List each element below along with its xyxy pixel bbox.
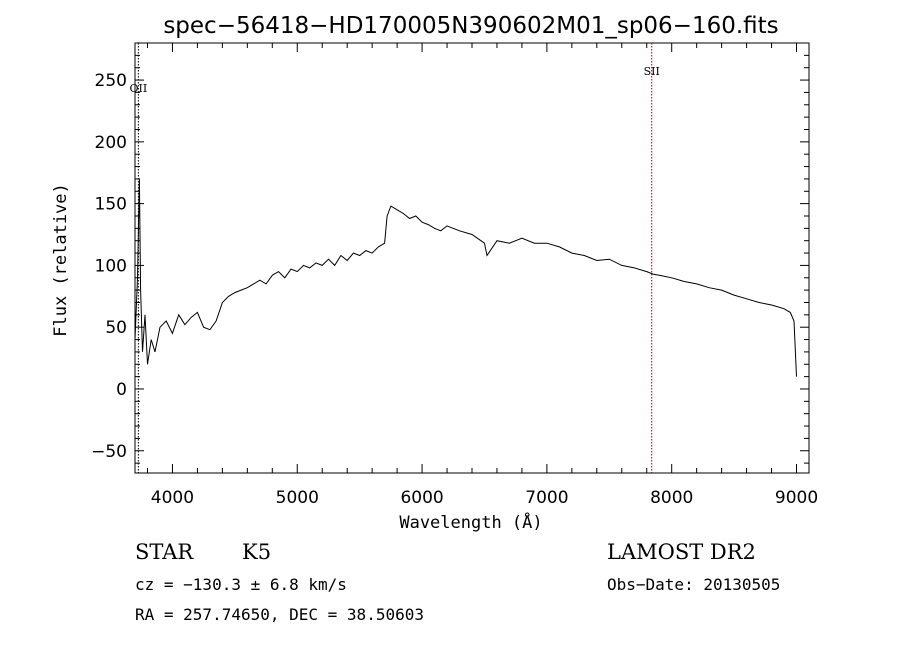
chart-title: spec−56418−HD170005N390602M01_sp06−160.f… [163, 13, 778, 39]
x-tick-label: 8000 [650, 488, 693, 508]
y-axis-label: Flux (relative) [51, 183, 71, 337]
y-tick-label: 50 [105, 318, 127, 338]
x-tick-label: 5000 [276, 488, 319, 508]
x-tick-label: 7000 [525, 488, 568, 508]
x-tick-label: 9000 [775, 488, 818, 508]
y-tick-label: 200 [95, 133, 127, 153]
x-tick-label: 6000 [400, 488, 443, 508]
x-tick-label: 4000 [151, 488, 194, 508]
obs-date-text: Obs−Date: 20130505 [607, 575, 780, 594]
y-tick-label: 0 [116, 380, 127, 400]
x-axis-label: Wavelength (Å) [399, 511, 542, 533]
object-class: STAR [135, 540, 194, 564]
subclass: K5 [242, 540, 271, 564]
series-group [134, 178, 797, 377]
spectral-line-label: OII [130, 82, 148, 95]
spectral-lines: OII SII [130, 43, 660, 473]
plot-frame [134, 42, 810, 474]
y-tick-label: 150 [95, 195, 127, 215]
y-tick-label: 100 [95, 256, 127, 276]
coords-text: RA = 257.74650, DEC = 38.50603 [135, 605, 424, 624]
redshift-text: cz = −130.3 ± 6.8 km/s [135, 575, 347, 594]
y-tick-label: 250 [95, 71, 127, 91]
y-tick-label: −50 [91, 442, 127, 462]
x-axis: 4000 5000 6000 7000 8000 9000 [146, 43, 818, 508]
survey-label: LAMOST DR2 [607, 540, 756, 564]
spectrum-line [134, 178, 797, 377]
y-axis: −50 0 50 100 150 200 250 [91, 54, 809, 464]
spectral-line-label: SII [644, 65, 660, 78]
